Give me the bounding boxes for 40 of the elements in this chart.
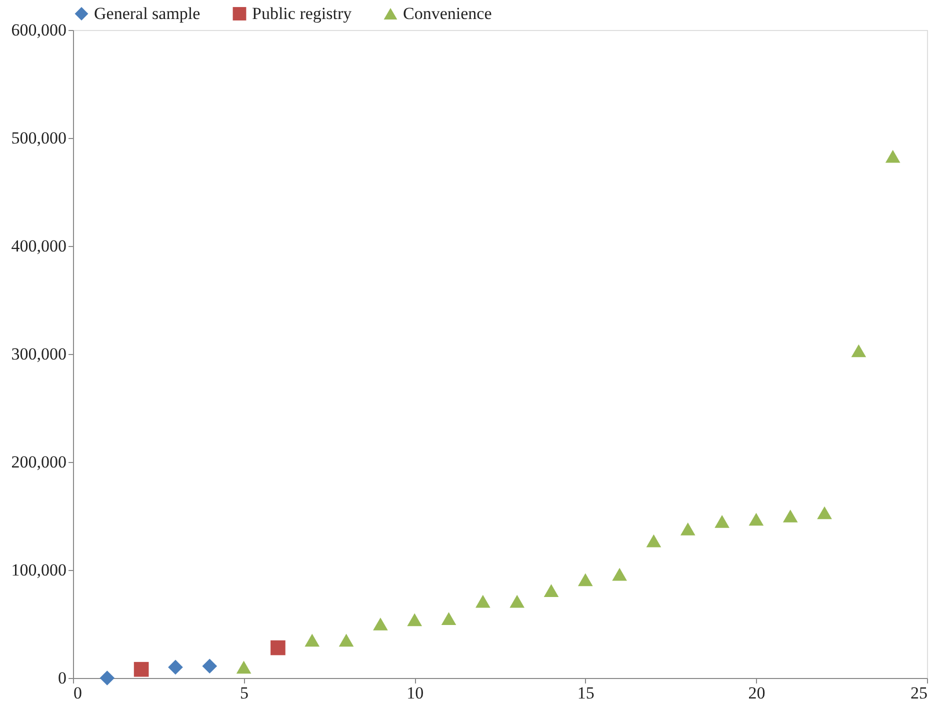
x-tick-label: 15 (577, 684, 594, 702)
x-tick-label: 20 (748, 684, 766, 702)
x-tick-label: 10 (406, 684, 424, 702)
point (748, 512, 764, 526)
legend-label: Convenience (403, 4, 492, 23)
point (270, 640, 286, 656)
point (476, 594, 490, 608)
point (782, 510, 798, 522)
point (373, 618, 388, 630)
legend-label: Public registry (252, 4, 352, 23)
y-tick-label: 100,000 (11, 560, 66, 580)
x-tick-label: 0 (74, 684, 82, 702)
point (134, 662, 149, 677)
y-tick-label: 200,000 (11, 452, 66, 472)
point (100, 670, 115, 686)
point (202, 658, 218, 674)
point (304, 634, 320, 647)
point (817, 506, 832, 520)
point (338, 634, 354, 647)
point (544, 584, 559, 597)
point (236, 660, 252, 674)
point (510, 594, 524, 608)
point (612, 568, 627, 581)
y-tick-label: 300,000 (11, 344, 66, 364)
point (407, 613, 422, 626)
x-tick-label: 25 (910, 684, 928, 702)
point (646, 534, 662, 548)
point (885, 150, 900, 163)
y-tick-label: 600,000 (11, 20, 66, 40)
x-tick-label: 5 (240, 684, 249, 702)
point (714, 514, 730, 528)
y-tick-label: 400,000 (11, 236, 66, 256)
point (578, 573, 593, 586)
point (680, 522, 696, 536)
y-tick-label: 500,000 (11, 128, 66, 148)
point (851, 344, 866, 358)
point (441, 612, 456, 626)
point (168, 660, 183, 675)
y-tick-label: 0 (58, 668, 66, 688)
legend-label: General sample (94, 4, 200, 23)
